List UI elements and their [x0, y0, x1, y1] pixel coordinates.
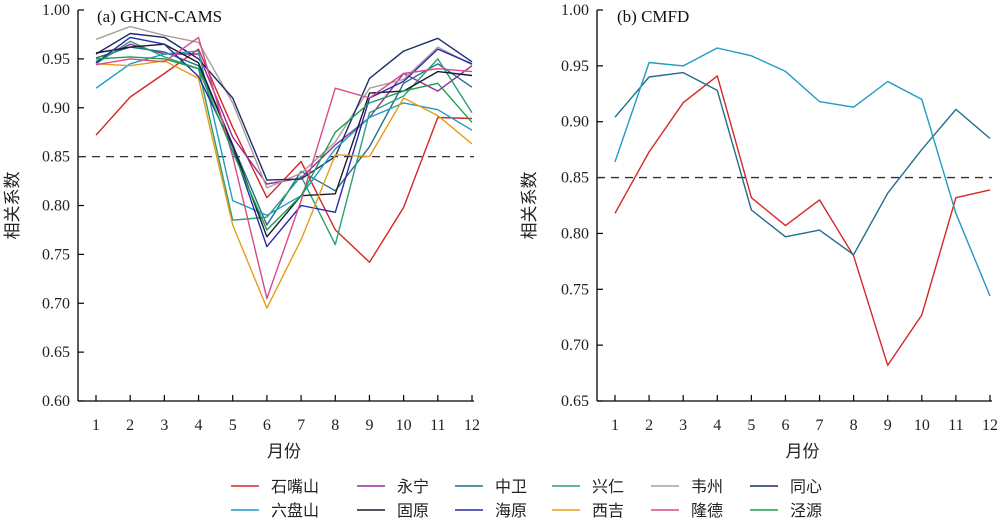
- legend-label: 同心: [790, 477, 822, 496]
- x-tick-label: 12: [982, 417, 998, 434]
- legend-label: 石嘴山: [271, 477, 319, 496]
- series-line-a-4: [95, 25, 473, 189]
- x-tick-label: 4: [195, 417, 203, 434]
- series-line-b-2: [614, 47, 991, 297]
- x-tick-label: 4: [713, 417, 721, 434]
- x-tick-label: 2: [645, 417, 653, 434]
- y-tick-label: 0.85: [561, 170, 589, 187]
- y-tick-label: 0.70: [42, 295, 70, 312]
- x-tick-label: 11: [430, 417, 445, 434]
- x-axis-title: 月份: [786, 442, 820, 462]
- legend-label: 西吉: [592, 501, 624, 520]
- x-tick-label: 10: [914, 417, 930, 434]
- y-axis-title: 相关系数: [3, 172, 23, 240]
- y-tick-label: 0.80: [42, 198, 70, 215]
- series-line-a-5: [95, 32, 473, 181]
- panel-a-ghcn-cams: 0.600.650.700.750.800.850.900.951.001 2 3 4…: [3, 2, 480, 462]
- y-tick-label: 0.70: [561, 337, 589, 354]
- y-tick-label: 0.65: [561, 393, 589, 410]
- panel-title: (a) GHCN-CAMS: [97, 7, 222, 26]
- series-line-a-8: [95, 36, 473, 248]
- series-line-a-2: [95, 46, 473, 226]
- legend-label: 泾源: [790, 501, 822, 520]
- series-line-a-0: [95, 48, 473, 263]
- legend-label: 六盘山: [271, 501, 319, 520]
- x-tick-label: 9: [365, 417, 373, 434]
- x-tick-label: 2: [126, 417, 134, 434]
- series-line-b-1: [614, 71, 991, 256]
- x-tick-label: 3: [160, 417, 168, 434]
- series-line-a-7: [95, 43, 473, 238]
- panel-b-cmfd: 0.650.700.750.800.850.900.951.001 2 3 4 5 6 7 8…: [520, 2, 998, 462]
- y-tick-label: 0.95: [42, 51, 70, 68]
- y-tick-label: 0.75: [561, 281, 589, 298]
- x-tick-label: 11: [948, 417, 963, 434]
- y-tick-label: 0.85: [42, 149, 70, 166]
- x-tick-label: 8: [850, 417, 858, 434]
- x-tick-label: 10: [396, 417, 412, 434]
- legend-label: 中卫: [495, 477, 527, 496]
- panel-title: (b) CMFD: [617, 7, 689, 26]
- x-tick-label: 5: [747, 417, 755, 434]
- x-tick-label: 1: [611, 417, 619, 434]
- x-tick-label: 6: [781, 417, 789, 434]
- series-line-a-1: [95, 43, 473, 185]
- legend-label: 韦州: [691, 477, 723, 496]
- legend-label: 永宁: [397, 477, 429, 496]
- x-tick-label: 7: [297, 417, 305, 434]
- y-axis-title: 相关系数: [520, 172, 540, 240]
- series-line-a-6: [95, 50, 473, 217]
- series-line-a-9: [95, 60, 473, 309]
- y-tick-label: 0.75: [42, 246, 70, 263]
- legend-label: 海原: [495, 501, 527, 520]
- y-tick-label: 0.90: [561, 114, 589, 131]
- series-line-b-0: [614, 75, 991, 366]
- legend-label: 隆德: [691, 501, 723, 520]
- y-tick-label: 0.95: [561, 58, 589, 75]
- x-tick-label: 8: [331, 417, 339, 434]
- y-tick-label: 0.60: [42, 393, 70, 410]
- x-tick-label: 7: [816, 417, 824, 434]
- y-tick-label: 1.00: [561, 2, 589, 19]
- x-tick-label: 9: [884, 417, 892, 434]
- y-tick-label: 1.00: [42, 2, 70, 19]
- x-tick-label: 3: [679, 417, 687, 434]
- x-tick-label: 5: [229, 417, 237, 434]
- x-tick-label: 6: [263, 417, 271, 434]
- series-line-a-10: [95, 36, 473, 300]
- y-tick-label: 0.90: [42, 100, 70, 117]
- x-tick-label: 12: [464, 417, 480, 434]
- x-axis-title: 月份: [267, 442, 301, 462]
- legend-label: 固原: [397, 501, 429, 520]
- x-tick-label: 1: [92, 417, 100, 434]
- y-tick-label: 0.65: [42, 344, 70, 361]
- y-tick-label: 0.80: [561, 225, 589, 242]
- legend-label: 兴仁: [592, 477, 624, 496]
- series-line-a-11: [95, 56, 473, 231]
